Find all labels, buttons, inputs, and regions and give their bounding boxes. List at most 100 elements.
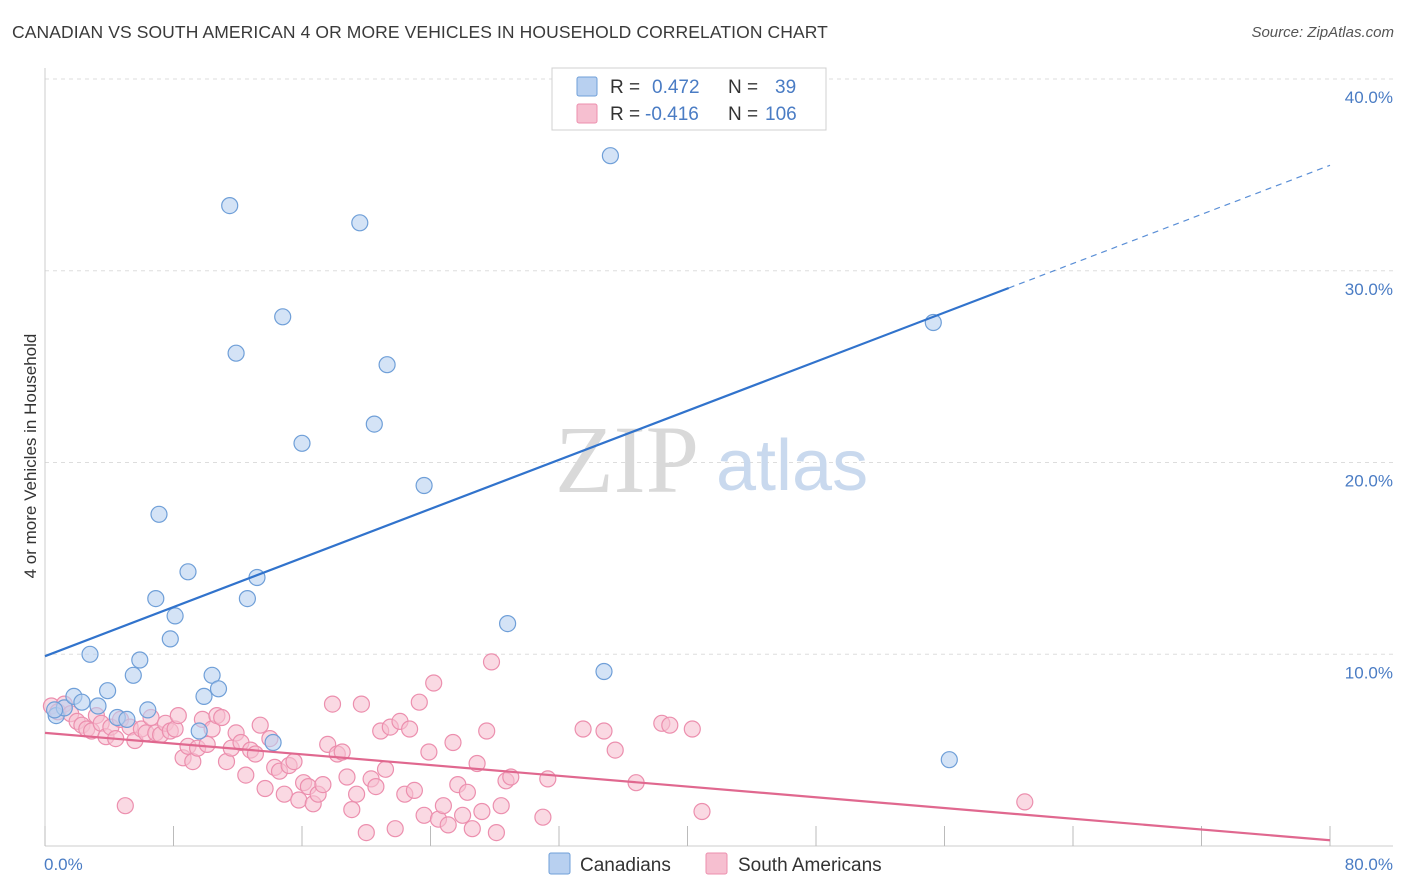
south-americans-point bbox=[352, 695, 370, 713]
y-tick-label: 20.0% bbox=[1345, 472, 1393, 491]
canadians-point bbox=[378, 356, 396, 374]
south-americans-trend-line bbox=[44, 731, 1331, 842]
legend-r-value-1: 0.472 bbox=[652, 77, 700, 98]
south-americans-point bbox=[386, 820, 404, 838]
legend-n-label-2: N = bbox=[728, 104, 758, 125]
south-americans-point bbox=[285, 752, 303, 771]
south-americans-point bbox=[367, 777, 385, 796]
legend-box bbox=[551, 67, 827, 131]
south-americans-point bbox=[348, 785, 366, 803]
south-americans-point bbox=[246, 745, 264, 763]
canadians-point bbox=[940, 751, 958, 769]
south-americans-point bbox=[463, 820, 481, 838]
axes bbox=[44, 68, 1393, 847]
x-tick-label: 80.0% bbox=[1345, 855, 1393, 874]
watermark-zip: ZIP bbox=[555, 406, 699, 513]
south-americans-point bbox=[492, 797, 510, 815]
south-americans-point bbox=[116, 797, 134, 815]
legend-swatch-canadians bbox=[576, 76, 598, 97]
canadians-point bbox=[195, 687, 213, 706]
south-americans-point bbox=[683, 720, 701, 738]
legend-n-label-1: N = bbox=[728, 77, 758, 98]
x-tick-labels: 0.0% 80.0% bbox=[44, 855, 1393, 874]
south-americans-point bbox=[458, 783, 476, 801]
legend-r-label-2: R = bbox=[610, 104, 640, 125]
south-americans-point bbox=[237, 766, 255, 784]
canadians-point bbox=[221, 197, 239, 215]
south-americans-point bbox=[376, 760, 395, 778]
canadians-point bbox=[351, 214, 369, 232]
south-americans-point bbox=[213, 708, 231, 727]
canadians-point bbox=[131, 651, 149, 669]
canadians-point bbox=[89, 697, 107, 715]
south-americans-point bbox=[425, 674, 443, 692]
south-americans-point bbox=[434, 797, 452, 815]
canadians-point bbox=[238, 589, 256, 608]
south-americans-point bbox=[290, 791, 308, 809]
south-americans-point bbox=[169, 706, 187, 725]
chart-title: CANADIAN VS SOUTH AMERICAN 4 OR MORE VEH… bbox=[12, 22, 828, 42]
south-americans-point bbox=[574, 720, 592, 738]
south-americans-point bbox=[338, 768, 356, 786]
canadians-point bbox=[73, 693, 91, 711]
canadians-point bbox=[595, 662, 613, 681]
south-americans-point bbox=[487, 823, 505, 842]
south-americans-point bbox=[420, 743, 438, 761]
canadians-point bbox=[499, 614, 517, 633]
canadians-point bbox=[139, 701, 157, 719]
south-americans-point bbox=[333, 743, 351, 761]
canadians-trend-extension bbox=[1008, 164, 1331, 289]
watermark: ZIP atlas bbox=[555, 406, 868, 513]
canadians-point bbox=[150, 505, 168, 523]
canadians-point bbox=[124, 666, 142, 684]
canadians-point bbox=[274, 308, 292, 326]
south-americans-point bbox=[256, 779, 274, 798]
south-americans-point bbox=[410, 693, 428, 711]
bottom-legend-swatch-canadians bbox=[548, 852, 571, 875]
canadians-point bbox=[209, 680, 228, 698]
canadians-point bbox=[166, 607, 184, 625]
canadians-point bbox=[147, 589, 165, 608]
canadians-trend-line bbox=[44, 286, 1010, 658]
south-americans-point bbox=[534, 808, 552, 826]
legend-n-value-2: 106 bbox=[765, 104, 797, 125]
south-americans-point bbox=[473, 802, 491, 821]
south-americans-point bbox=[444, 733, 462, 752]
south-americans-point bbox=[357, 823, 375, 842]
south-americans-point bbox=[401, 720, 419, 738]
south-americans-point bbox=[595, 722, 613, 740]
legend-swatch-south-americans bbox=[576, 103, 598, 124]
south-americans-point bbox=[275, 785, 293, 803]
canadians-point bbox=[161, 630, 179, 648]
south-americans-point bbox=[439, 816, 457, 834]
bottom-legend-canadians: Canadians bbox=[580, 855, 671, 876]
south-americans-point bbox=[405, 781, 423, 800]
canadians-point bbox=[118, 710, 136, 729]
trend-lines bbox=[44, 164, 1331, 842]
canadians-point bbox=[45, 701, 64, 719]
y-axis-title: 4 or more Vehicles in Household bbox=[21, 334, 40, 579]
south-americans-point bbox=[478, 722, 496, 740]
south-americans-point bbox=[323, 695, 342, 713]
south-americans-point bbox=[539, 770, 557, 788]
canadians-point bbox=[365, 415, 383, 433]
south-americans-point bbox=[1016, 793, 1034, 811]
south-americans-point bbox=[661, 716, 679, 734]
data-points bbox=[42, 99, 1034, 842]
gridlines bbox=[45, 78, 1393, 655]
south-americans-point bbox=[454, 806, 472, 824]
y-tick-label: 30.0% bbox=[1345, 280, 1393, 299]
canadians-point bbox=[98, 682, 117, 700]
canadians-point bbox=[227, 344, 245, 362]
canadians-point bbox=[415, 476, 433, 495]
watermark-atlas: atlas bbox=[716, 426, 868, 506]
south-americans-point bbox=[343, 800, 361, 819]
canadians-point bbox=[264, 733, 282, 752]
south-americans-point bbox=[251, 716, 269, 734]
correlation-legend: R = 0.472 N = 39 R = -0.416 N = 106 bbox=[551, 67, 827, 131]
legend-n-value-1: 39 bbox=[775, 77, 796, 98]
bottom-legend-south-americans: South Americans bbox=[738, 855, 882, 876]
south-americans-point bbox=[482, 653, 501, 671]
south-americans-point bbox=[606, 741, 624, 759]
